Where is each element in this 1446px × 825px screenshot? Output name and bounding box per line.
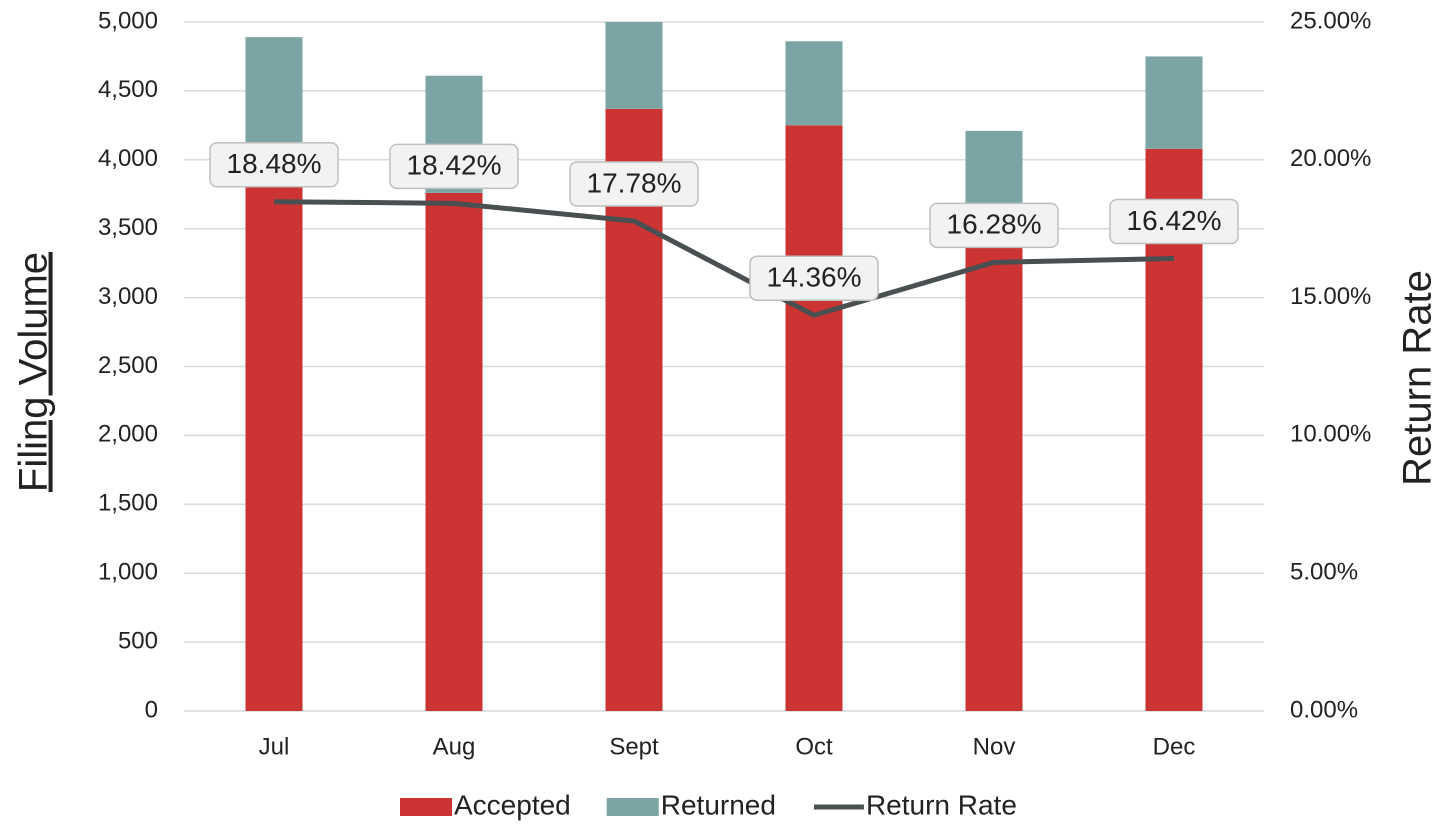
x-tick-label: Jul	[259, 733, 290, 760]
value-label: 14.36%	[767, 262, 862, 293]
value-label-box	[1109, 198, 1239, 245]
y-tick-label: 3,000	[98, 283, 158, 310]
y-tick-label: 5,000	[98, 7, 158, 34]
value-label: 18.42%	[407, 150, 502, 181]
value-label-box	[209, 141, 339, 188]
value-label: 18.48%	[227, 148, 322, 179]
legend-swatch	[606, 798, 659, 816]
value-label-box	[389, 143, 519, 190]
legend-swatch	[400, 798, 452, 816]
x-tick-label: Sept	[609, 733, 659, 760]
value-label: 16.42%	[1127, 205, 1222, 236]
value-label-box	[569, 161, 699, 207]
y-axis-title: Filing Volume	[12, 252, 56, 492]
x-tick-label: Aug	[433, 733, 476, 760]
y-tick-label: 1,500	[98, 490, 158, 517]
legend-label: Returned	[661, 789, 776, 820]
y-tick-label: 2,500	[98, 352, 158, 379]
value-label-box	[929, 202, 1059, 249]
bar	[1145, 56, 1203, 149]
y2-tick-label: 25.00%	[1290, 7, 1371, 34]
y-tick-label: 4,500	[98, 76, 158, 103]
legend-label: Return Rate	[866, 789, 1017, 820]
value-label: 17.78%	[587, 167, 682, 198]
line	[273, 199, 1175, 318]
bar	[605, 108, 663, 711]
value-label-box	[749, 255, 879, 301]
bar	[245, 37, 303, 162]
y2-axis-title: Return Rate	[1396, 270, 1440, 486]
legend-label: Accepted	[454, 789, 571, 820]
y-tick-label: 500	[118, 627, 158, 654]
y2-tick-label: 0.00%	[1290, 696, 1358, 723]
y-tick-label: 1,000	[98, 559, 158, 586]
grid	[184, 21, 1264, 712]
y2-tick-label: 10.00%	[1290, 421, 1371, 448]
y2-tick-label: 20.00%	[1290, 145, 1371, 172]
y2-tick-label: 15.00%	[1290, 283, 1371, 310]
y2-tick-label: 5.00%	[1290, 559, 1358, 586]
bar	[785, 41, 843, 126]
y-tick-label: 0	[145, 696, 158, 723]
bar	[605, 22, 663, 109]
y-tick-label: 2,000	[98, 421, 158, 448]
bar	[785, 125, 843, 712]
bar	[425, 192, 483, 711]
y-tick-label: 3,500	[98, 214, 158, 241]
bar	[245, 161, 303, 712]
y-tick-label: 4,000	[98, 145, 158, 172]
bar	[965, 225, 1023, 711]
x-tick-label: Oct	[795, 733, 833, 760]
value-label: 16.28%	[947, 209, 1042, 240]
x-tick-label: Dec	[1153, 733, 1196, 760]
x-tick-label: Nov	[973, 733, 1016, 760]
